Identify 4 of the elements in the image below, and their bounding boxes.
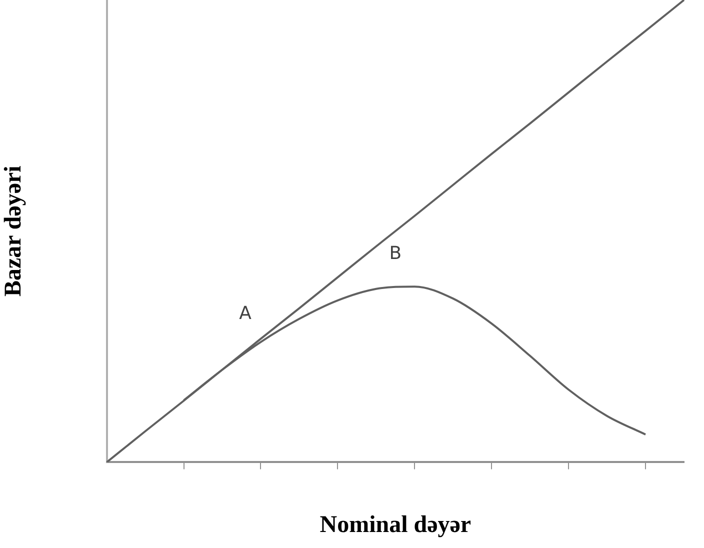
y-axis-title: Bazar dəyəri <box>0 165 27 297</box>
annotation: A <box>239 302 252 324</box>
annotation: B <box>389 242 402 264</box>
x-axis-title: Nominal dəyər <box>320 512 472 538</box>
